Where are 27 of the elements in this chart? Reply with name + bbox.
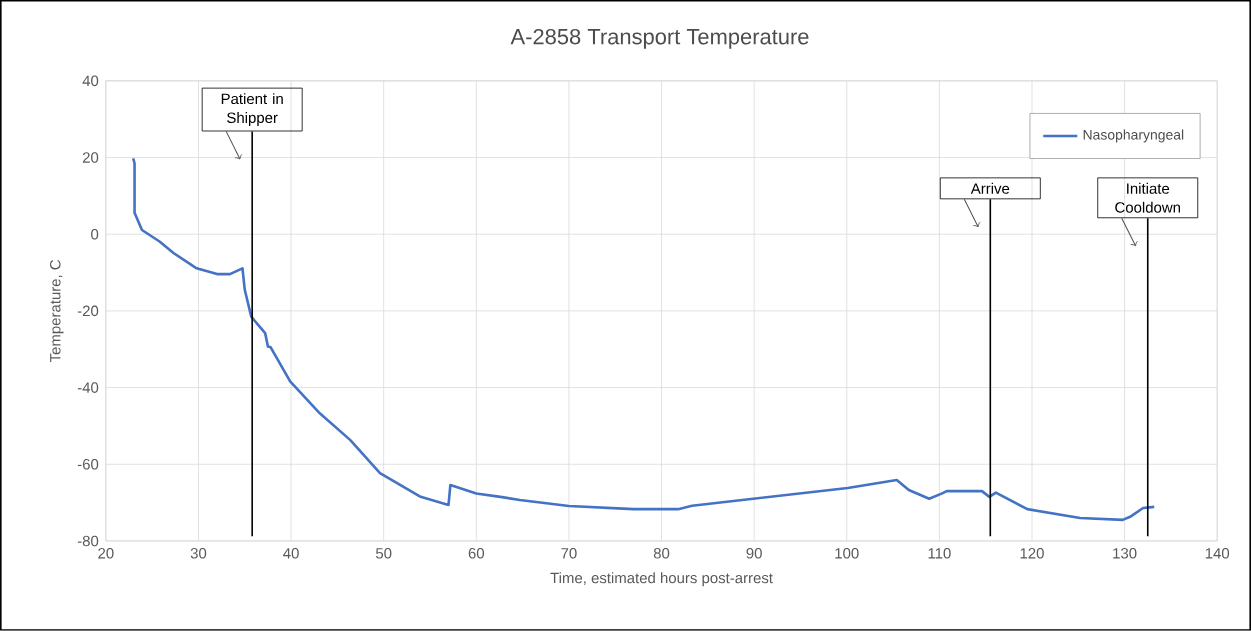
x-tick-label: 90 bbox=[746, 548, 762, 559]
ref-line-label: Initiate Cooldown bbox=[1115, 182, 1180, 213]
x-tick-label: 130 bbox=[1113, 548, 1137, 559]
x-tick-label: 50 bbox=[375, 548, 392, 559]
x-tick-label: 40 bbox=[283, 548, 299, 559]
ref-line-label: Arrive bbox=[970, 182, 1010, 194]
y-tick-label: 20 bbox=[82, 152, 99, 163]
x-tick-label: 70 bbox=[561, 548, 577, 559]
x-tick-label: 110 bbox=[928, 548, 951, 559]
y-tick-label: 0 bbox=[91, 229, 99, 240]
x-tick-label: 60 bbox=[468, 548, 485, 559]
x-tick-label: 140 bbox=[1205, 548, 1230, 559]
x-tick-label: 20 bbox=[98, 548, 114, 559]
x-axis-title: Time, estimated hours post-arrest bbox=[550, 572, 773, 587]
chart-title: A-2858 Transport Temperature bbox=[510, 29, 809, 49]
legend-label: Nasopharyngeal bbox=[1083, 129, 1184, 143]
x-tick-label: 80 bbox=[653, 548, 670, 559]
y-axis-title: Temperature, C bbox=[49, 260, 64, 363]
x-tick-label: 100 bbox=[835, 548, 859, 559]
y-tick-label: 40 bbox=[82, 75, 99, 87]
y-tick-label: -20 bbox=[77, 305, 99, 317]
y-tick-label: -40 bbox=[77, 382, 99, 393]
y-tick-label: -60 bbox=[77, 459, 99, 470]
x-tick-label: 120 bbox=[1020, 548, 1044, 559]
ref-line-label: Patient in Shipper bbox=[221, 93, 283, 127]
y-tick-label: -80 bbox=[77, 535, 99, 547]
x-tick-label: 30 bbox=[190, 548, 207, 559]
